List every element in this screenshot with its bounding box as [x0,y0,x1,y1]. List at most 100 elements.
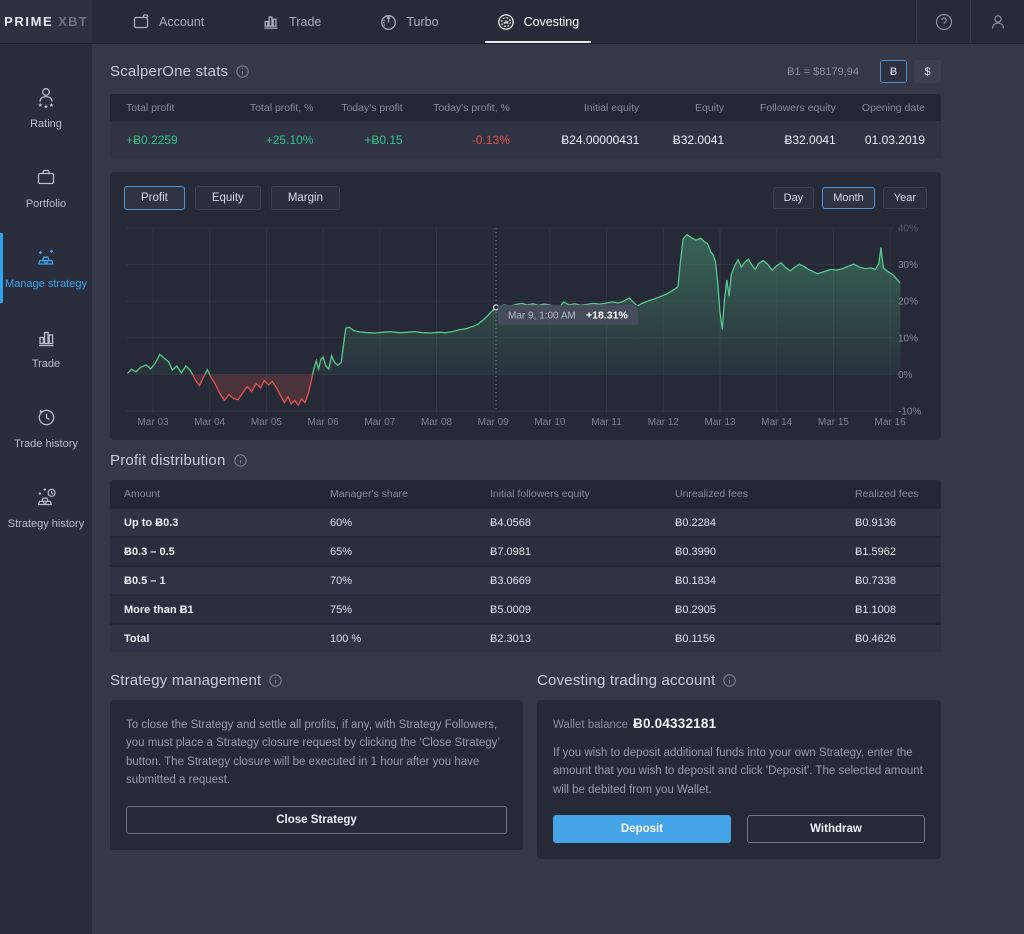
svg-text:-10%: -10% [898,407,921,418]
stats-value: -0.13% [471,133,510,147]
svg-text:Mar 15: Mar 15 [818,417,850,428]
wallet-balance: Wallet balance Ƀ0.04332181 [553,716,925,731]
stats-col-header: Initial equity [583,101,640,114]
distribution-cell: 60% [330,516,353,529]
gold-bars-icon [33,244,59,270]
logo-prime: PRIME [4,14,54,29]
management-panel: To close the Strategy and settle all pro… [110,700,523,850]
strategy-history-icon [33,484,59,510]
sidebar-item-label: Strategy history [7,518,85,531]
sidebar-item-trade[interactable]: Trade [0,308,92,388]
account-title: Covesting trading account [537,672,716,689]
tab-label: Trade [289,14,322,29]
svg-text:Mar 11: Mar 11 [591,417,622,428]
range-tab-year[interactable]: Year [882,187,927,209]
stats-col-header: Followers equity [759,101,836,114]
stats-col-header: Today's profit, % [433,101,510,114]
briefcase-icon [33,164,59,190]
profile-button[interactable] [970,0,1024,43]
svg-text:Mar 12: Mar 12 [648,417,680,428]
distribution-cell: Ƀ0.1834 [675,574,716,587]
sidebar-item-label: Rating [30,118,62,131]
info-icon[interactable] [236,65,250,78]
distribution-section-header: Profit distribution [110,452,941,469]
svg-text:30%: 30% [898,260,918,271]
distribution-cell: 100 % [330,632,362,645]
svg-text:Mar 06: Mar 06 [308,417,340,428]
sidebar-item-rating[interactable]: ★ ★ ★ Rating [0,68,92,148]
deposit-button[interactable]: Deposit [553,815,731,844]
currency-usd-button[interactable]: $ [914,60,941,83]
chart-tooltip: Mar 9, 1:00 AM +18.31% [498,304,639,325]
speedometer-icon [379,13,397,31]
tab-label: Turbo [406,14,439,29]
distribution-cell: Ƀ0.2905 [675,603,716,616]
stats-col-header: Total profit, % [249,101,314,114]
chart-tab-equity[interactable]: Equity [194,186,261,210]
chart-tab-margin[interactable]: Margin [270,186,340,210]
account-panel: Wallet balance Ƀ0.04332181 If you wish to… [537,700,941,860]
distribution-cell: Ƀ0.4626 [855,632,896,645]
profit-line-chart[interactable]: Mar 03 Mar 04 Mar 05 Mar 06 Mar 07 Mar 08 Mar … [124,216,925,432]
svg-text:Mar 09: Mar 09 [478,417,510,428]
sidebar-item-portfolio[interactable]: Portfolio [0,148,92,228]
close-strategy-button[interactable]: Close Strategy [126,805,507,834]
stats-section-header: ScalperOne stats Ƀ1 = $8179,94 Ƀ $ [110,60,941,83]
stats-col-header: Equity [694,101,725,114]
svg-text:Mar 10: Mar 10 [534,417,566,428]
distribution-row: Ƀ0.5 – 1 70% Ƀ3.0669 Ƀ0.1834 Ƀ0.7338 [110,567,941,594]
distribution-cell: Ƀ0.3990 [675,545,716,558]
profit-chart-panel: Profit Equity Margin Day Month Year Mar … [110,172,941,440]
svg-text:+18.31%: +18.31% [586,309,628,321]
info-icon[interactable] [723,674,737,687]
distribution-cell: 70% [330,574,353,587]
distribution-cell: Ƀ0.3 – 0.5 [124,545,175,558]
account-description: If you wish to deposit additional funds … [553,747,923,796]
wallet-balance-value: Ƀ0.04332181 [633,716,717,731]
info-icon[interactable] [233,454,247,467]
sidebar-item-manage-strategy[interactable]: Manage strategy [0,228,92,308]
distribution-row: Up to Ƀ0.3 60% Ƀ4.0568 Ƀ0.2284 Ƀ0.9136 [110,509,941,536]
stats-header-row: Total profit Total profit, % Today's profi… [110,94,941,121]
stats-col-header: Total profit [126,101,175,114]
svg-text:Mar 05: Mar 05 [251,417,283,428]
help-button[interactable] [916,0,970,43]
distribution-cell: Ƀ3.0669 [490,574,531,587]
info-icon[interactable] [269,674,283,687]
stats-value-row: +Ƀ0.2259 +25.10% +Ƀ0.15 -0.13% Ƀ24.00000431 Ƀ… [110,121,941,159]
sidebar-item-trade-history[interactable]: Trade history [0,388,92,468]
distribution-cell: Ƀ2.3013 [490,632,531,645]
distribution-title: Profit distribution [110,452,226,469]
tab-covesting[interactable]: Covesting [484,0,591,43]
distribution-cell: Ƀ1.1008 [855,603,896,616]
profit-distribution-table: Amount Manager's share Initial followers e… [110,480,941,652]
tab-turbo[interactable]: Turbo [375,0,442,43]
distribution-col-header: Realized fees [855,487,919,500]
tab-trade[interactable]: Trade [258,0,325,43]
currency-btc-button[interactable]: Ƀ [880,60,907,83]
distribution-cell: Ƀ7.0981 [490,545,531,558]
tab-label: Account [159,14,205,29]
distribution-cell: Up to Ƀ0.3 [124,516,179,529]
tab-account[interactable]: Account [128,0,208,43]
svg-text:40%: 40% [898,224,918,235]
stats-col-header: Opening date [861,101,925,114]
range-tab-day[interactable]: Day [772,187,815,209]
sidebar-item-strategy-history[interactable]: Strategy history [0,468,92,548]
distribution-col-header: Amount [124,487,161,500]
primexbt-logo: PRIME XBT [0,0,92,43]
withdraw-button[interactable]: Withdraw [747,815,925,844]
distribution-cell: Ƀ4.0568 [490,516,531,529]
range-tab-month[interactable]: Month [822,187,875,209]
distribution-cell: More than Ƀ1 [124,603,194,616]
svg-text:Mar 07: Mar 07 [364,417,396,428]
svg-text:10%: 10% [898,333,918,344]
tab-label: Covesting [523,14,580,29]
distribution-rows: Up to Ƀ0.3 60% Ƀ4.0568 Ƀ0.2284 Ƀ0.9136 Ƀ0.3 –… [110,509,941,652]
rate-area: Ƀ1 = $8179,94 Ƀ $ [787,60,941,83]
bottom-sections: Strategy management To close the Strateg… [110,666,941,860]
svg-text:Mar 04: Mar 04 [194,417,226,428]
sidebar-item-label: Trade [31,358,61,371]
svg-text:Mar 03: Mar 03 [137,417,169,428]
chart-tab-profit[interactable]: Profit [124,186,185,210]
